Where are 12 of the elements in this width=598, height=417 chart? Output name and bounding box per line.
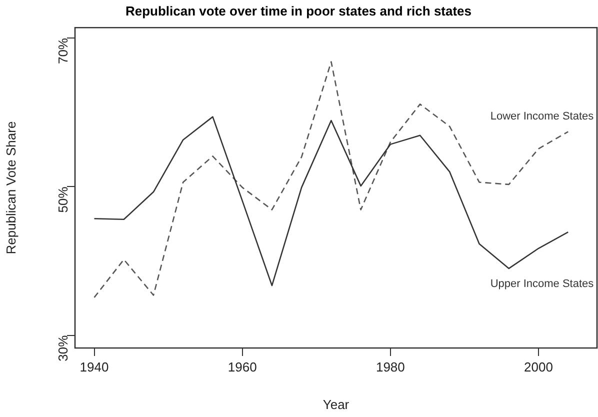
y-tick-label: 30% [56,334,71,362]
x-tick-label: 1960 [228,359,257,374]
x-tick-label: 1980 [376,359,405,374]
x-axis-title: Year [322,396,350,412]
x-tick-label: 1940 [80,359,109,374]
y-tick-label: 50% [56,186,71,213]
series-label: Upper Income States [490,278,594,290]
y-axis-title: Republican Vote Share [3,121,18,254]
chart-title: Republican vote over time in poor states and rich states [125,3,472,18]
text: Lower Income States [490,110,594,123]
x-tick-label: 2000 [524,359,553,374]
y-tick-label: 70% [56,38,71,64]
